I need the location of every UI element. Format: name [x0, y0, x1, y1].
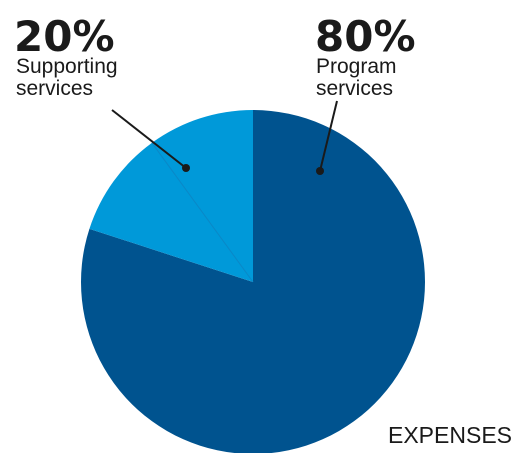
program-services-label-line-2: services — [316, 77, 393, 100]
program-services-leader-dot — [316, 167, 324, 175]
program-services-percent-label: 80% — [315, 12, 416, 61]
supporting-services-label-line-2: services — [16, 77, 93, 100]
supporting-services-leader-dot — [182, 164, 190, 172]
chart-title: EXPENSES — [388, 422, 512, 448]
supporting-services-label-line-1: Supporting — [16, 55, 118, 78]
pie-slices — [81, 110, 426, 453]
supporting-services-leader-line — [111, 109, 187, 169]
supporting-services-percent-label: 20% — [14, 12, 115, 61]
slice-divider-line — [151, 142, 254, 283]
program-services-label-line-1: Program — [316, 55, 397, 78]
pie-slice-supporting-services — [89, 110, 253, 282]
leader-lines — [111, 100, 338, 175]
program-services-leader-line — [319, 100, 338, 172]
